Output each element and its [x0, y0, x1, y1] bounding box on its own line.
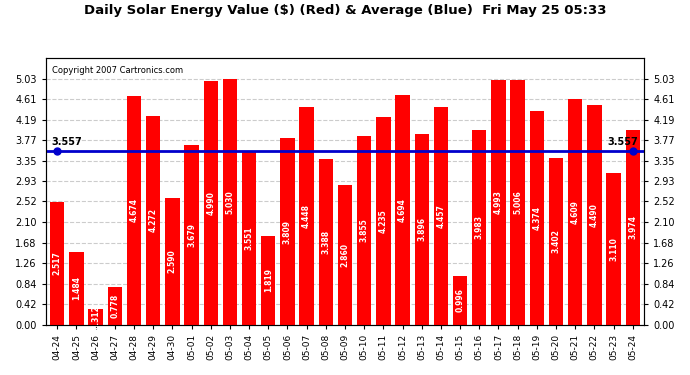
Bar: [434, 106, 448, 325]
Bar: [472, 130, 486, 325]
Bar: [587, 105, 602, 325]
Bar: [415, 134, 429, 325]
Bar: [146, 116, 160, 325]
Text: 3.809: 3.809: [283, 219, 292, 243]
Text: 4.609: 4.609: [571, 200, 580, 224]
Text: 4.272: 4.272: [148, 208, 158, 232]
Text: 1.819: 1.819: [264, 268, 273, 292]
Bar: [607, 172, 621, 325]
Bar: [127, 96, 141, 325]
Text: 4.448: 4.448: [302, 204, 311, 228]
Bar: [50, 201, 64, 325]
Text: Copyright 2007 Cartronics.com: Copyright 2007 Cartronics.com: [52, 66, 183, 75]
Bar: [395, 95, 410, 325]
Bar: [242, 151, 256, 325]
Text: 2.517: 2.517: [53, 251, 62, 275]
Text: 0.996: 0.996: [455, 288, 464, 312]
Text: 4.993: 4.993: [494, 190, 503, 214]
Bar: [299, 107, 314, 325]
Text: 2.590: 2.590: [168, 249, 177, 273]
Bar: [357, 136, 371, 325]
Text: 0.778: 0.778: [110, 294, 119, 318]
Bar: [568, 99, 582, 325]
Text: Daily Solar Energy Value ($) (Red) & Average (Blue)  Fri May 25 05:33: Daily Solar Energy Value ($) (Red) & Ave…: [83, 4, 607, 17]
Text: 3.974: 3.974: [628, 216, 637, 240]
Text: 3.557: 3.557: [608, 137, 638, 147]
Text: 3.855: 3.855: [359, 219, 368, 242]
Bar: [549, 158, 563, 325]
Text: 4.490: 4.490: [590, 203, 599, 227]
Text: 0.312: 0.312: [91, 305, 100, 329]
Text: 3.402: 3.402: [551, 230, 560, 254]
Text: 4.457: 4.457: [436, 204, 446, 228]
Text: 3.551: 3.551: [244, 226, 254, 250]
Text: 4.694: 4.694: [398, 198, 407, 222]
Text: 4.674: 4.674: [130, 198, 139, 222]
Text: 5.030: 5.030: [226, 190, 235, 213]
Bar: [511, 80, 525, 325]
Bar: [204, 81, 218, 325]
Text: 3.679: 3.679: [187, 223, 196, 247]
Bar: [376, 117, 391, 325]
Bar: [184, 145, 199, 325]
Text: 4.235: 4.235: [379, 209, 388, 233]
Bar: [88, 309, 103, 325]
Bar: [491, 80, 506, 325]
Text: 5.006: 5.006: [513, 190, 522, 214]
Bar: [69, 252, 83, 325]
Bar: [319, 159, 333, 325]
Text: 1.484: 1.484: [72, 276, 81, 300]
Text: 3.557: 3.557: [52, 137, 82, 147]
Text: 3.110: 3.110: [609, 237, 618, 261]
Text: 3.896: 3.896: [417, 217, 426, 242]
Bar: [453, 276, 467, 325]
Bar: [338, 185, 352, 325]
Text: 3.388: 3.388: [322, 230, 331, 254]
Bar: [261, 236, 275, 325]
Text: 4.374: 4.374: [532, 206, 542, 230]
Bar: [108, 286, 122, 325]
Text: 2.860: 2.860: [340, 243, 350, 267]
Bar: [165, 198, 179, 325]
Bar: [530, 111, 544, 325]
Bar: [280, 138, 295, 325]
Text: 3.983: 3.983: [475, 215, 484, 239]
Text: 4.990: 4.990: [206, 190, 215, 214]
Bar: [626, 130, 640, 325]
Bar: [223, 78, 237, 325]
